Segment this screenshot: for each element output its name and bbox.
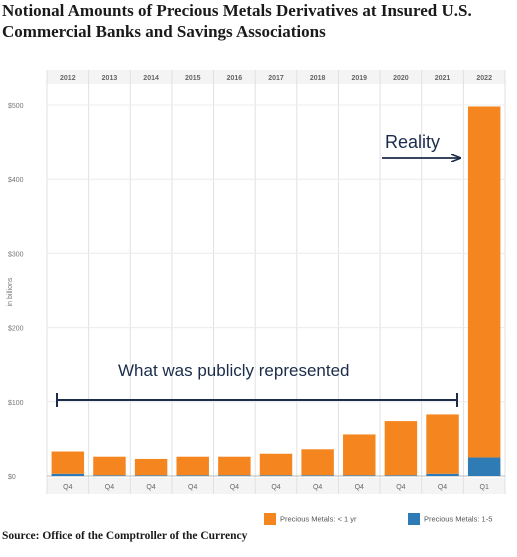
source-note: Source: Office of the Comptroller of the… (2, 530, 248, 542)
bar-segment-less-than-1yr (467, 106, 501, 458)
chart-title: Notional Amounts of Precious Metals Deri… (2, 1, 472, 41)
bar-segment-1-5yr (384, 475, 418, 476)
bar-segment-less-than-1yr (218, 456, 251, 476)
bar-segment-1-5yr (426, 473, 459, 476)
bar-segment-1-5yr (134, 475, 168, 476)
y-tick-label: $0 (8, 474, 16, 481)
x-year-label: 2015 (185, 75, 201, 82)
x-quarter-label: Q4 (188, 484, 197, 491)
bar-segment-1-5yr (218, 475, 251, 476)
x-year-label: 2013 (102, 75, 118, 82)
x-year-label: 2012 (60, 75, 76, 82)
year-header-band (47, 70, 505, 84)
bar-segment-less-than-1yr (176, 456, 209, 476)
bar-segment-1-5yr (343, 475, 376, 476)
x-year-label: 2022 (476, 75, 492, 82)
x-quarter-label: Q4 (355, 484, 364, 491)
bar-segment-1-5yr (259, 475, 293, 476)
x-quarter-label: Q4 (271, 484, 280, 491)
x-quarter-label: Q1 (480, 484, 489, 491)
bar-segment-less-than-1yr (93, 456, 126, 476)
bar-segment-less-than-1yr (426, 414, 459, 474)
x-quarter-label: Q4 (396, 484, 405, 491)
x-quarter-label: Q4 (313, 484, 322, 491)
bar-segment-less-than-1yr (51, 451, 85, 474)
bar-segment-1-5yr (51, 473, 85, 476)
y-axis-label: in billions (7, 277, 14, 306)
bar-segment-less-than-1yr (259, 453, 293, 476)
x-year-label: 2014 (143, 75, 159, 82)
x-quarter-label: Q4 (63, 484, 72, 491)
legend-swatch-orange (264, 513, 276, 525)
legend-label: Precious Metals: < 1 yr (280, 514, 357, 524)
x-year-label: 2019 (351, 75, 367, 82)
y-tick-label: $200 (8, 326, 24, 333)
bar-segment-1-5yr (93, 475, 126, 476)
x-year-label: 2016 (227, 75, 243, 82)
bar-segment-less-than-1yr (384, 421, 418, 476)
bar-segment-1-5yr (301, 475, 334, 476)
x-year-label: 2017 (268, 75, 284, 82)
x-year-label: 2020 (393, 75, 409, 82)
legend-label: Precious Metals: 1-5 (424, 514, 493, 524)
legend-item-less-than-1yr: Precious Metals: < 1 yr (264, 513, 357, 525)
x-quarter-label: Q4 (105, 484, 114, 491)
bar-segment-less-than-1yr (134, 458, 168, 476)
quarter-band (47, 478, 505, 494)
legend-item-1-5yr: Precious Metals: 1-5 (408, 513, 492, 525)
legend-swatch-blue (408, 513, 420, 525)
x-year-label: 2021 (435, 75, 451, 82)
represented-annotation: What was publicly represented (118, 361, 350, 380)
reality-annotation: Reality (385, 132, 440, 152)
y-tick-label: $500 (8, 103, 24, 110)
bar-segment-less-than-1yr (343, 434, 376, 476)
bar-segment-1-5yr (176, 475, 209, 476)
bar-segment-less-than-1yr (301, 449, 334, 476)
x-quarter-label: Q4 (146, 484, 155, 491)
x-quarter-label: Q4 (230, 484, 239, 491)
y-tick-label: $100 (8, 400, 24, 407)
x-year-label: 2018 (310, 75, 326, 82)
x-quarter-label: Q4 (438, 484, 447, 491)
y-tick-label: $400 (8, 177, 24, 184)
bar-segment-1-5yr (467, 457, 501, 476)
y-tick-label: $300 (8, 251, 24, 258)
